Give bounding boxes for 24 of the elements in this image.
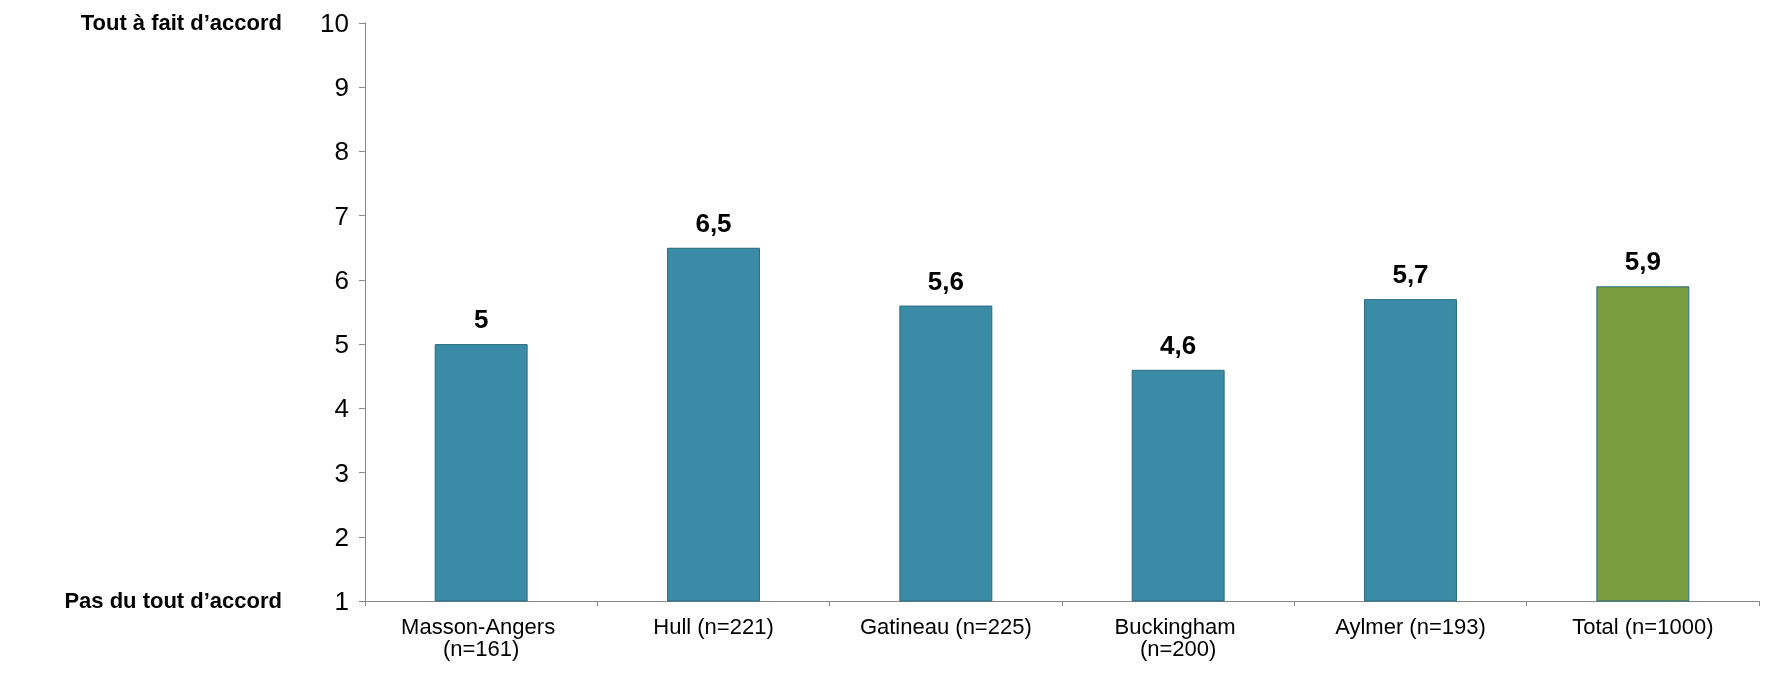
y-tick-label: 1 (334, 586, 349, 616)
x-tick-label: Hull (n=221) (653, 613, 774, 639)
data-label: 5,7 (1392, 259, 1429, 290)
data-label: 4,6 (1160, 329, 1197, 360)
data-label: 6,5 (695, 207, 732, 238)
y-tick-label: 6 (334, 264, 349, 295)
y-tick-label: 8 (334, 136, 349, 167)
text: Tout à fait d’accord (80, 9, 282, 35)
x-tick-label: Masson-Angers (n=161) (401, 613, 562, 661)
text: Pas du tout d’accord (64, 587, 283, 613)
y-tick-label: 9 (334, 72, 349, 103)
y-tick-label: 4 (334, 393, 349, 424)
y-tick-label: 7 (334, 200, 349, 231)
x-tick-label: Buckingham (n=200) (1114, 613, 1242, 661)
data-label: 5,6 (927, 265, 964, 296)
y-tick-label: 2 (334, 521, 349, 552)
y-tick-label: 3 (334, 457, 349, 488)
y-tick-label: 5 (334, 329, 349, 360)
data-label: 5 (473, 304, 489, 335)
y-tick-label: 10 (320, 8, 349, 38)
data-label: 5,9 (1624, 246, 1661, 277)
x-tick-label: Gatineau (n=225) (859, 613, 1032, 639)
x-tick-label: Total (n=1000) (1572, 613, 1714, 639)
x-tick-label: Aylmer (n=193) (1335, 613, 1486, 639)
